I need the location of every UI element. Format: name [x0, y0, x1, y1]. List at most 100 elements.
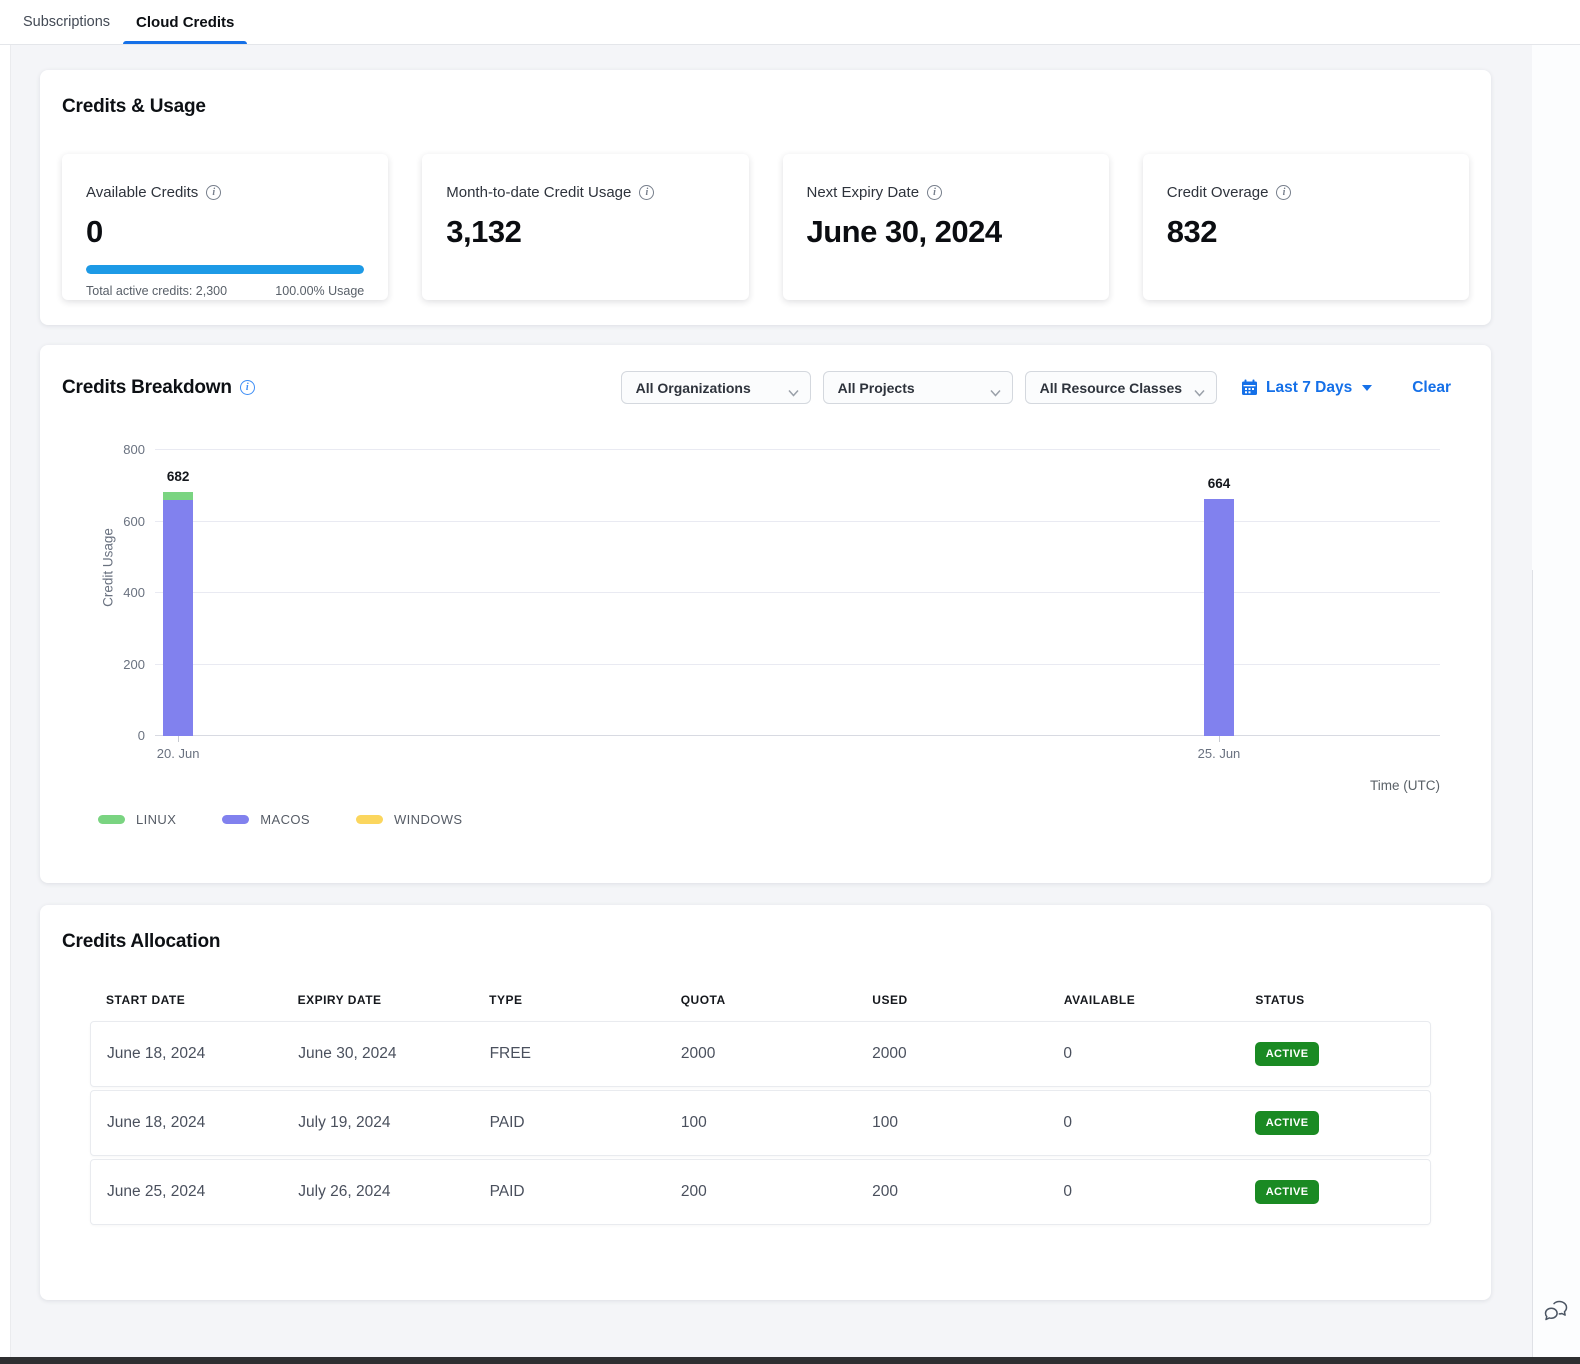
table-header-cell: START DATE — [90, 993, 282, 1007]
legend-item-windows[interactable]: WINDOWS — [356, 812, 463, 827]
info-icon[interactable]: i — [240, 380, 255, 395]
allocation-table-header: START DATEEXPIRY DATETYPEQUOTAUSEDAVAILA… — [90, 993, 1431, 1007]
filter-organizations[interactable]: All Organizations — [621, 371, 811, 404]
stat-label: Available Credits — [86, 184, 198, 201]
filter-bar: All Organizations All Projects All Resou… — [621, 371, 1469, 404]
cell-quota: 2000 — [665, 1045, 856, 1063]
y-tick-label: 200 — [107, 657, 145, 672]
credits-breakdown-title: Credits Breakdown — [62, 377, 232, 399]
status-badge: ACTIVE — [1255, 1111, 1320, 1135]
gridline — [155, 735, 1440, 736]
stat-value: 832 — [1167, 214, 1445, 250]
allocation-table: START DATEEXPIRY DATETYPEQUOTAUSEDAVAILA… — [90, 993, 1431, 1225]
total-active-credits: Total active credits: 2,300 — [86, 284, 227, 298]
info-icon[interactable]: i — [639, 185, 654, 200]
cell-expiry-date: July 26, 2024 — [282, 1183, 473, 1201]
info-icon[interactable]: i — [927, 185, 942, 200]
cell-expiry-date: June 30, 2024 — [282, 1045, 473, 1063]
cell-expiry-date: July 19, 2024 — [282, 1114, 473, 1132]
tab-cloud-credits-label: Cloud Credits — [136, 14, 234, 31]
stat-value: 0 — [86, 214, 364, 250]
clear-filters-button[interactable]: Clear — [1412, 379, 1451, 397]
legend-swatch — [356, 815, 383, 824]
bottom-window-edge — [0, 1357, 1580, 1364]
y-tick-label: 800 — [107, 442, 145, 457]
stat-value: 3,132 — [446, 214, 724, 250]
tab-subscriptions[interactable]: Subscriptions — [10, 0, 123, 44]
cell-start-date: June 18, 2024 — [91, 1045, 282, 1063]
bar-segment-macos[interactable] — [163, 500, 193, 736]
stat-card-mtd-usage: Month-to-date Credit Usage i 3,132 — [422, 154, 748, 300]
legend-label: LINUX — [136, 812, 176, 827]
chevron-down-icon — [788, 384, 799, 400]
info-icon[interactable]: i — [206, 185, 221, 200]
stat-label: Month-to-date Credit Usage — [446, 184, 631, 201]
chart-legend: LINUX MACOS WINDOWS — [98, 812, 462, 827]
credits-progress-bar — [86, 265, 364, 274]
tab-subscriptions-label: Subscriptions — [23, 14, 110, 30]
stat-value: June 30, 2024 — [807, 214, 1085, 250]
cell-status: ACTIVE — [1239, 1111, 1430, 1135]
legend-item-linux[interactable]: LINUX — [98, 812, 176, 827]
legend-swatch — [98, 815, 125, 824]
y-tick-label: 400 — [107, 585, 145, 600]
legend-item-macos[interactable]: MACOS — [222, 812, 310, 827]
cell-type: FREE — [474, 1045, 665, 1063]
filter-resource-classes-value: All Resource Classes — [1040, 380, 1182, 396]
cell-quota: 200 — [665, 1183, 856, 1201]
bar-20-jun[interactable] — [163, 492, 193, 736]
chevron-down-icon — [990, 384, 1001, 400]
bar-25-jun[interactable] — [1204, 499, 1234, 736]
credits-breakdown-chart: Credit Usage 020040060080068220. Jun6642… — [62, 450, 1469, 845]
stat-card-available-credits: Available Credits i 0 Total active credi… — [62, 154, 388, 300]
tab-cloud-credits[interactable]: Cloud Credits — [123, 0, 247, 44]
bar-value-label: 664 — [1208, 476, 1231, 491]
info-icon[interactable]: i — [1276, 185, 1291, 200]
stat-card-credit-overage: Credit Overage i 832 — [1143, 154, 1469, 300]
gridline — [155, 449, 1440, 450]
credits-breakdown-section: Credits Breakdown i All Organizations Al… — [40, 345, 1491, 883]
stat-label: Next Expiry Date — [807, 184, 920, 201]
filter-projects[interactable]: All Projects — [823, 371, 1013, 404]
usage-percent: 100.00% Usage — [275, 284, 364, 298]
credits-usage-title: Credits & Usage — [62, 96, 1469, 118]
legend-label: MACOS — [260, 812, 310, 827]
cell-available: 0 — [1047, 1183, 1238, 1201]
stat-label: Credit Overage — [1167, 184, 1269, 201]
credits-allocation-title: Credits Allocation — [62, 931, 1469, 953]
date-range-label: Last 7 Days — [1266, 379, 1352, 397]
status-badge: ACTIVE — [1255, 1042, 1320, 1066]
table-header-cell: TYPE — [473, 993, 665, 1007]
chat-bubbles-icon — [1544, 1300, 1568, 1322]
bar-value-label: 682 — [167, 469, 190, 484]
cell-available: 0 — [1047, 1114, 1238, 1132]
table-row: June 18, 2024June 30, 2024FREE200020000A… — [90, 1021, 1431, 1087]
x-tick-mark — [1219, 736, 1220, 742]
status-badge: ACTIVE — [1255, 1180, 1320, 1204]
stat-card-next-expiry: Next Expiry Date i June 30, 2024 — [783, 154, 1109, 300]
chart-plot: 020040060080068220. Jun66425. Jun — [155, 450, 1440, 736]
caret-down-icon — [1362, 385, 1372, 391]
gridline — [155, 521, 1440, 522]
filter-organizations-value: All Organizations — [636, 380, 751, 396]
legend-swatch — [222, 815, 249, 824]
filter-resource-classes[interactable]: All Resource Classes — [1025, 371, 1217, 404]
table-header-cell: EXPIRY DATE — [282, 993, 474, 1007]
top-tab-bar: Subscriptions Cloud Credits — [0, 0, 1580, 45]
cell-status: ACTIVE — [1239, 1180, 1430, 1204]
bar-segment-linux[interactable] — [163, 492, 193, 500]
cell-start-date: June 25, 2024 — [91, 1183, 282, 1201]
allocation-table-body: June 18, 2024June 30, 2024FREE200020000A… — [90, 1021, 1431, 1225]
bar-segment-macos[interactable] — [1204, 499, 1234, 736]
x-tick-label: 20. Jun — [157, 746, 200, 761]
x-tick-mark — [178, 736, 179, 742]
cell-available: 0 — [1047, 1045, 1238, 1063]
table-row: June 25, 2024July 26, 2024PAID2002000ACT… — [90, 1159, 1431, 1225]
gridline — [155, 592, 1440, 593]
chat-button[interactable] — [1540, 1297, 1572, 1325]
chevron-down-icon — [1194, 384, 1205, 400]
cell-used: 100 — [856, 1114, 1047, 1132]
date-range-button[interactable]: Last 7 Days — [1241, 379, 1372, 397]
table-header-cell: QUOTA — [665, 993, 857, 1007]
table-header-cell: STATUS — [1239, 993, 1431, 1007]
